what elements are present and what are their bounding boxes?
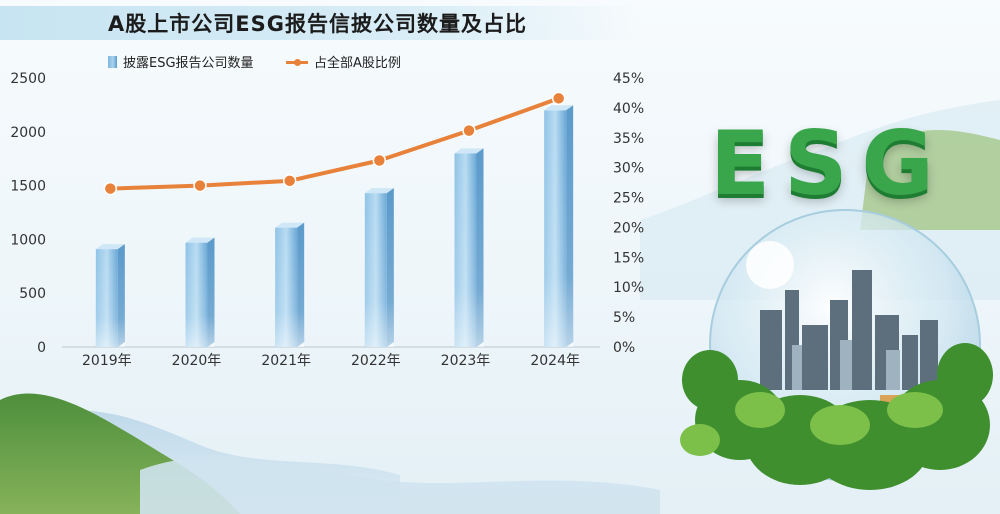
y-right-tick-label: 15%: [613, 250, 644, 266]
title-banner: [0, 6, 640, 40]
y-left-tick-label: 500: [19, 286, 46, 302]
legend-line: 占全部A股比例: [286, 52, 401, 71]
x-tick-label: 2021年: [261, 353, 311, 369]
y-right-tick-label: 20%: [613, 220, 644, 236]
y-left-tick-label: 2500: [10, 71, 46, 87]
bar: [275, 222, 305, 347]
x-tick-label: 2024年: [530, 353, 580, 369]
y-right-tick-label: 25%: [613, 191, 644, 207]
y-right-tick-label: 0%: [613, 340, 635, 356]
y-right-tick-label: 35%: [613, 131, 644, 147]
legend-bar-swatch: [108, 55, 117, 68]
line-point: [193, 178, 207, 193]
x-tick-label: 2022年: [351, 353, 401, 369]
chart-title: A股上市公司ESG报告信披公司数量及占比: [108, 12, 527, 36]
bar: [95, 244, 125, 347]
line-point: [282, 174, 297, 188]
legend-bar: 披露ESG报告公司数量: [108, 52, 254, 71]
y-left-tick-label: 1000: [10, 232, 46, 248]
legend-line-label: 占全部A股比例: [314, 56, 401, 71]
x-tick-label: 2019年: [82, 353, 132, 369]
bar-series: [95, 105, 574, 347]
bar: [454, 148, 484, 347]
line-series: [103, 91, 566, 196]
x-tick-label: 2020年: [172, 353, 222, 369]
x-axis-ticks: 2019年 2020年 2021年 2022年 2023年 2024年: [82, 353, 580, 369]
line-point: [103, 181, 118, 196]
legend-bar-label: 披露ESG报告公司数量: [123, 56, 254, 71]
bar: [364, 188, 394, 347]
y-right-tick-label: 5%: [613, 310, 635, 326]
y-axis-right: 0% 5% 10% 15% 20% 25% 30% 35% 40% 45%: [613, 71, 644, 356]
line-point: [372, 153, 387, 168]
x-tick-label: 2023年: [441, 353, 491, 369]
y-right-tick-label: 10%: [613, 280, 644, 296]
y-left-tick-label: 1500: [10, 179, 46, 195]
y-left-tick-label: 0: [37, 340, 46, 356]
line-point: [551, 91, 566, 106]
esg-logo-text: ESG: [710, 112, 948, 215]
y-right-tick-label: 45%: [613, 71, 644, 87]
y-right-tick-label: 40%: [613, 101, 644, 117]
bar: [185, 237, 215, 347]
y-axis-left: 0 500 1000 1500 2000 2500: [10, 71, 46, 356]
legend-line-swatch: [286, 56, 308, 68]
y-right-tick-label: 30%: [613, 161, 644, 177]
line-point: [462, 123, 476, 138]
line-path: [110, 96, 560, 191]
y-left-tick-label: 2000: [10, 125, 46, 141]
bar: [544, 105, 574, 347]
